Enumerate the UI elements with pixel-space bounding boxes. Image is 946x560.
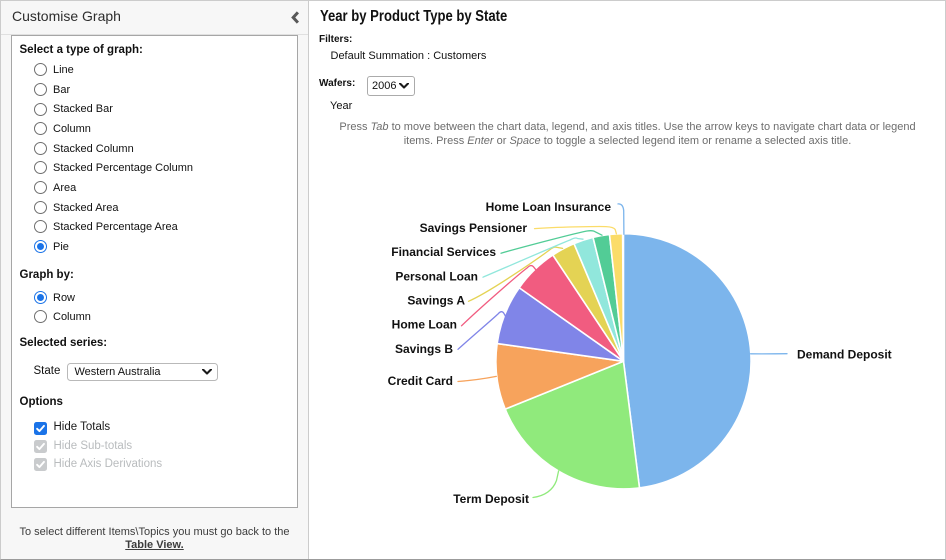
- svg-text:Credit Card: Credit Card: [388, 374, 453, 388]
- svg-text:Savings B: Savings B: [395, 342, 453, 356]
- svg-text:Home Loan: Home Loan: [392, 317, 457, 331]
- svg-text:Term Deposit: Term Deposit: [453, 492, 529, 506]
- svg-text:Savings Pensioner: Savings Pensioner: [420, 221, 528, 235]
- svg-text:Personal Loan: Personal Loan: [395, 270, 478, 284]
- svg-text:Savings A: Savings A: [407, 293, 465, 307]
- svg-text:Financial Services: Financial Services: [391, 245, 496, 259]
- svg-text:Home Loan Insurance: Home Loan Insurance: [486, 200, 612, 214]
- svg-text:Demand Deposit: Demand Deposit: [797, 348, 892, 362]
